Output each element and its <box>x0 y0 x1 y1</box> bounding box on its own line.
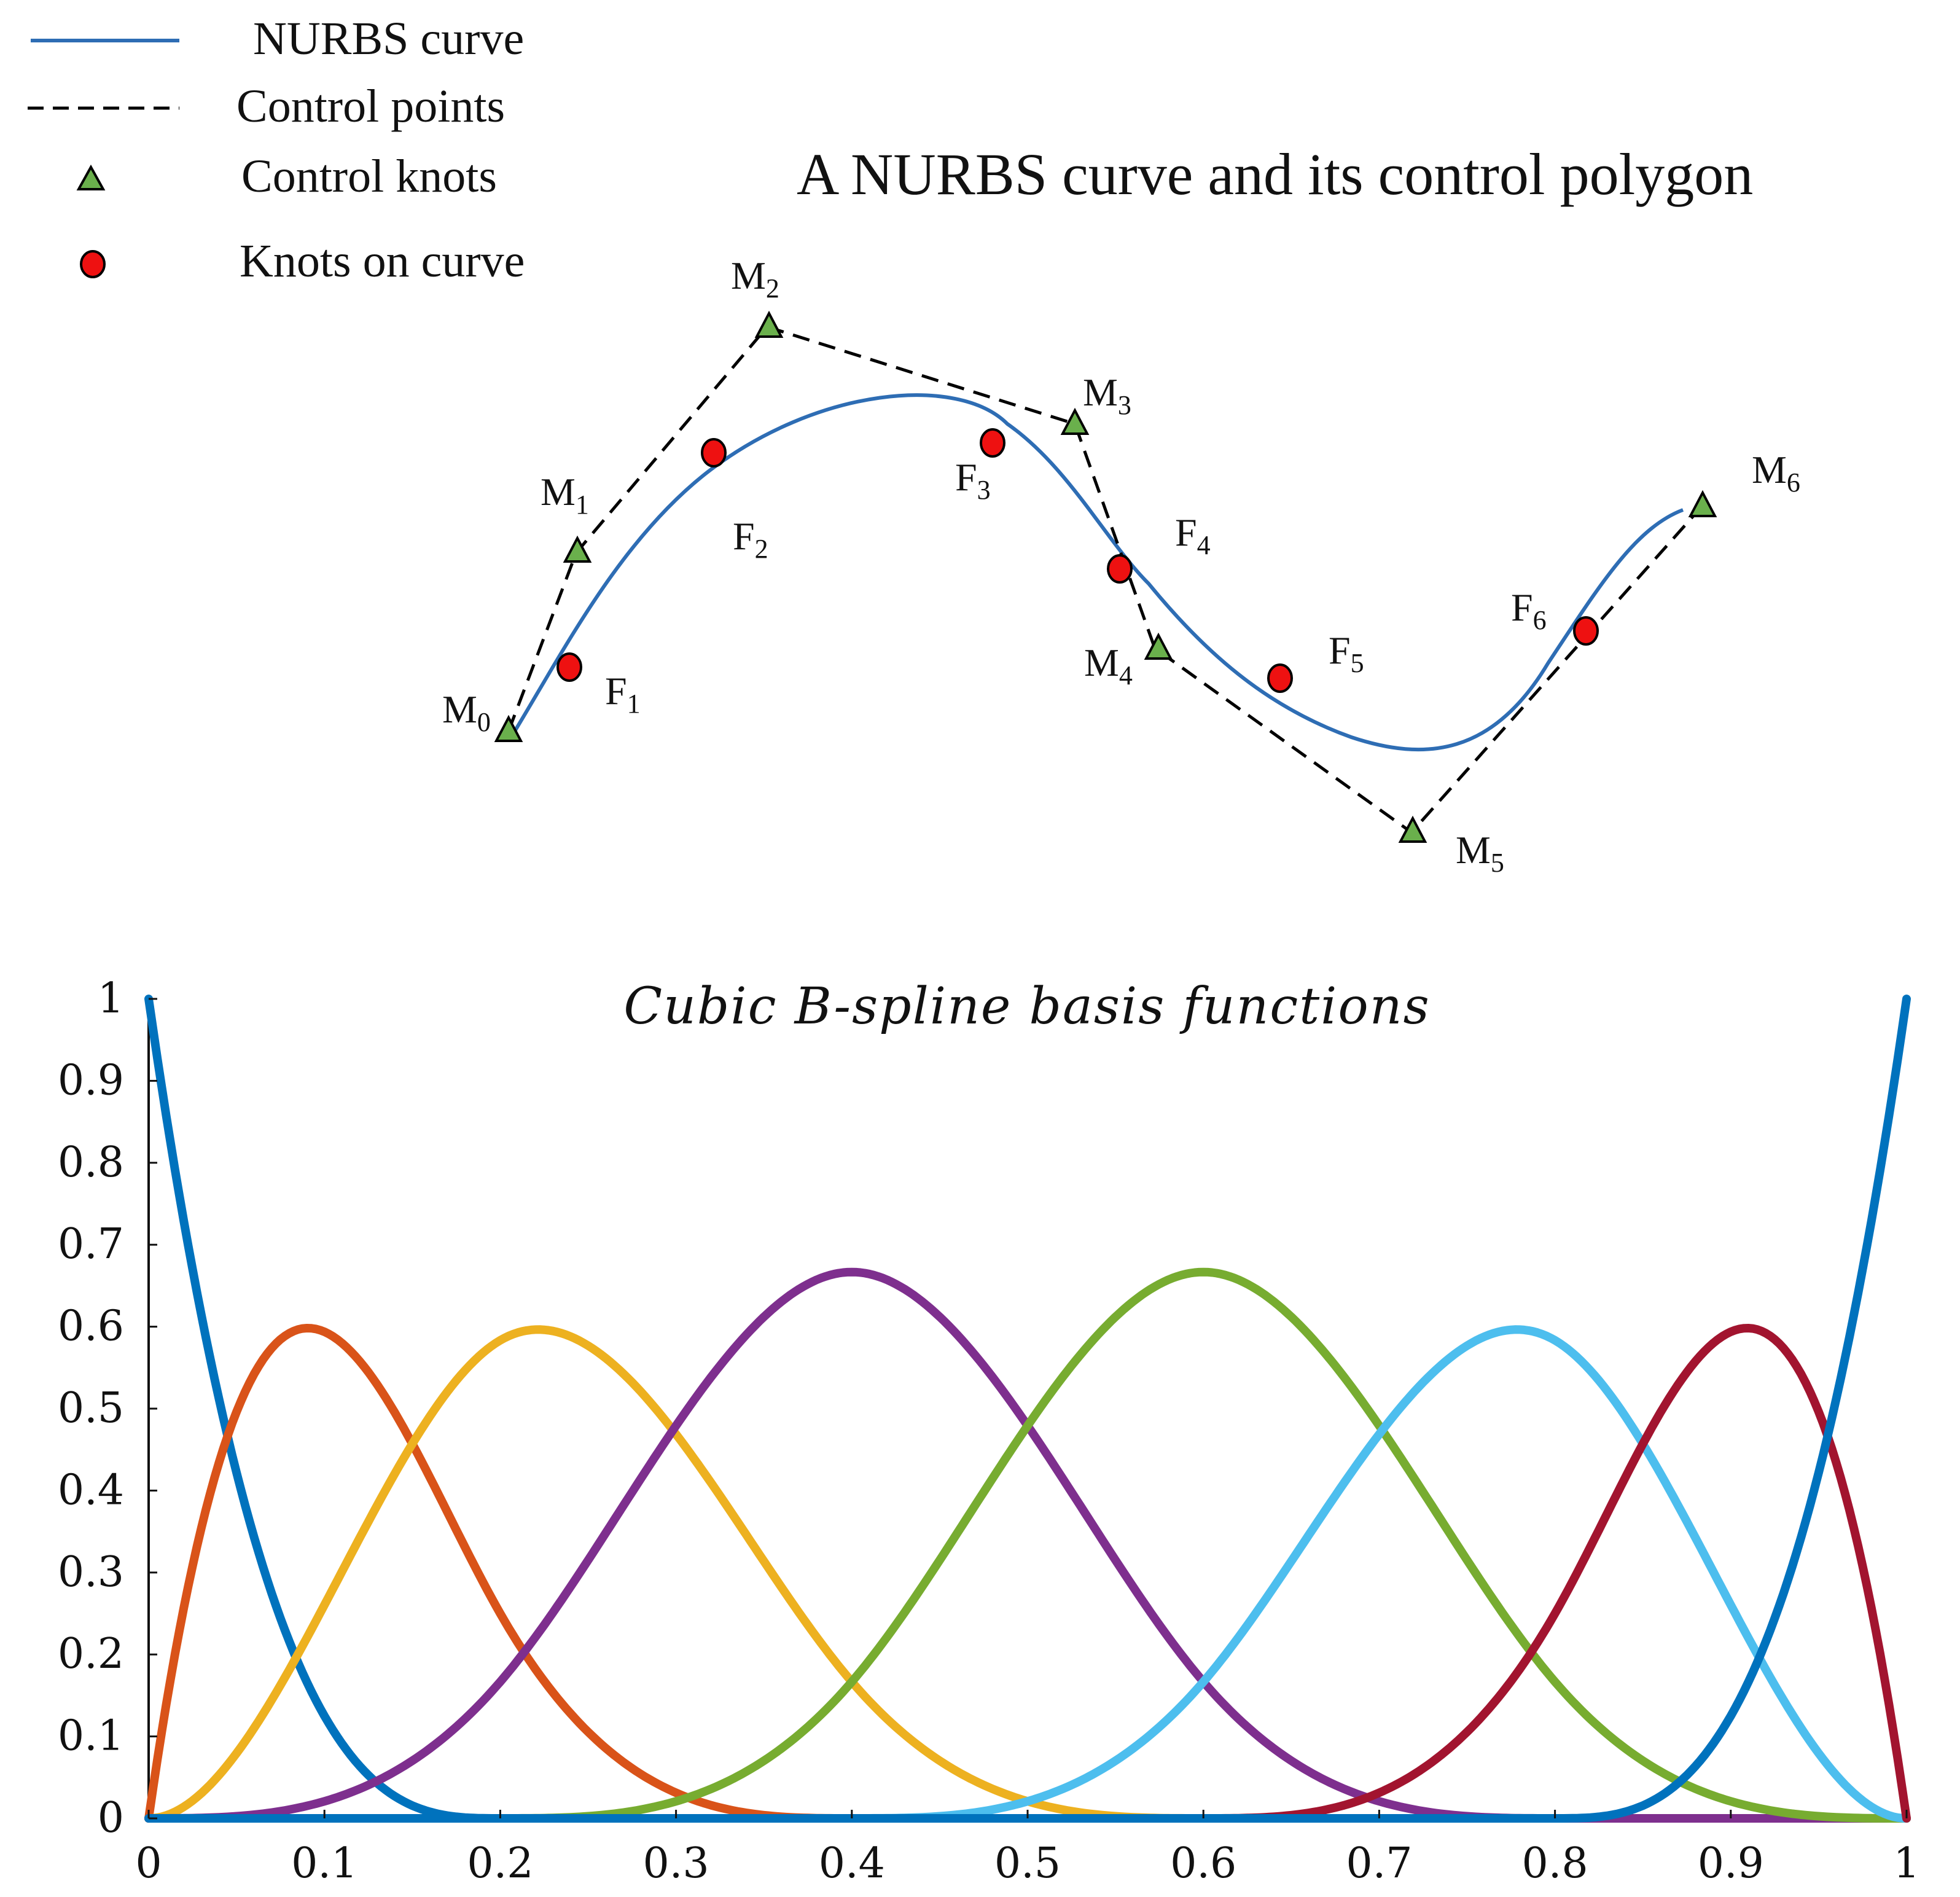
label-m0: M0 <box>442 687 491 737</box>
control-knot-m2-triangle <box>754 310 784 338</box>
label-f3-sub: 3 <box>977 475 991 505</box>
control-knot-m6-triangle <box>1688 490 1717 517</box>
label-f5-sub: 5 <box>1351 648 1364 678</box>
label-f4-name: F <box>1175 510 1197 554</box>
label-m1: M1 <box>541 470 589 520</box>
control-knot-m5-triangle <box>1398 815 1427 843</box>
knot-f1-circle <box>556 652 582 682</box>
label-f6-sub: 6 <box>1533 605 1547 635</box>
label-f4-sub: 4 <box>1197 530 1211 560</box>
control-knot-m3-triangle <box>1060 407 1090 435</box>
legend: NURBS curve Control points Control knots… <box>28 13 525 287</box>
label-m5-sub: 5 <box>1491 848 1504 878</box>
control-knot-m0-triangle <box>494 714 523 742</box>
x-tick-label: 0.6 <box>1170 1839 1236 1888</box>
label-f2-sub: 2 <box>755 534 768 564</box>
label-m4: M4 <box>1084 641 1133 690</box>
y-tick-label: 0.9 <box>58 1056 124 1105</box>
y-tick-label: 0.4 <box>58 1466 124 1514</box>
label-m0-name: M <box>442 687 477 731</box>
chart-axes <box>147 999 1907 1820</box>
label-m2: M2 <box>731 254 779 303</box>
nurbs-curve <box>512 393 1684 751</box>
label-f3: F3 <box>955 455 991 505</box>
y-tick-label: 0.8 <box>58 1138 124 1187</box>
label-f1-sub: 1 <box>627 689 641 719</box>
label-f3-name: F <box>955 455 977 499</box>
nurbs-panel-title: A NURBS curve and its control polygon <box>797 141 1753 207</box>
label-f1-name: F <box>605 669 627 713</box>
legend-label-control-knots: Control knots <box>241 151 497 202</box>
control-knot-m1-triangle <box>563 535 592 563</box>
label-m3-sub: 3 <box>1118 390 1131 420</box>
knot-f2-circle <box>701 438 727 467</box>
label-f5: F5 <box>1329 628 1364 678</box>
label-m3-name: M <box>1083 370 1118 414</box>
nurbs-panel: A NURBS curve and its control polygon M0… <box>442 141 1800 878</box>
basis-function-6-line <box>144 1324 1911 1823</box>
label-f6: F6 <box>1511 585 1547 635</box>
basis-function-3-line <box>144 1267 1911 1823</box>
label-m6-name: M <box>1752 448 1787 491</box>
x-tick-label: 0.4 <box>819 1839 885 1888</box>
basis-function-7-line <box>144 995 1911 1823</box>
label-f2: F2 <box>733 514 768 564</box>
label-f2-name: F <box>733 514 755 558</box>
knot-f3-circle <box>980 428 1005 458</box>
label-m1-name: M <box>541 470 576 514</box>
label-m6-sub: 6 <box>1787 467 1800 498</box>
knot-f6-circle <box>1573 616 1599 646</box>
y-tick-label: 0.1 <box>58 1712 124 1761</box>
knot-f5-circle <box>1267 663 1293 693</box>
label-m2-sub: 2 <box>766 273 779 303</box>
y-tick-label: 0.2 <box>58 1630 124 1678</box>
basis-function-0-line <box>144 995 1911 1823</box>
legend-triangle-icon <box>76 164 106 190</box>
legend-label-control-points: Control points <box>236 80 505 132</box>
basis-function-1-line <box>144 1324 1911 1823</box>
label-m1-sub: 1 <box>576 490 589 520</box>
y-tick-label: 0.3 <box>58 1548 124 1597</box>
legend-circle-icon <box>80 250 106 278</box>
y-tick-label: 0 <box>98 1794 124 1842</box>
label-f1: F1 <box>605 669 641 719</box>
label-f6-name: F <box>1511 585 1533 629</box>
basis-function-5-line <box>144 1325 1911 1823</box>
legend-label-knots-on-curve: Knots on curve <box>240 235 525 287</box>
label-m3: M3 <box>1083 370 1131 420</box>
x-tick-label: 0.8 <box>1522 1839 1588 1888</box>
control-knot-m4-triangle <box>1144 632 1173 660</box>
x-tick-label: 0.1 <box>291 1839 357 1888</box>
x-tick-label: 1 <box>1893 1839 1919 1888</box>
x-tick-label: 0.7 <box>1346 1839 1412 1888</box>
chart-ticks: 0 0.1 0.2 0.3 0.4 0.5 0.6 0.7 0.8 0.9 1 0 0.1 0.2 0.3 0… <box>58 974 1920 1888</box>
label-f5-name: F <box>1329 628 1351 672</box>
x-tick-label: 0.2 <box>467 1839 533 1888</box>
label-m5-name: M <box>1456 828 1491 872</box>
chart-title: Cubic B-spline basis functions <box>623 977 1430 1036</box>
label-m4-sub: 4 <box>1119 660 1133 690</box>
y-tick-label: 0.5 <box>58 1384 124 1433</box>
chart-series <box>144 995 1911 1823</box>
y-tick-label: 0.7 <box>58 1220 124 1269</box>
knot-f4-circle <box>1107 554 1133 584</box>
basis-function-4-line <box>144 1267 1911 1823</box>
y-tick-label: 1 <box>98 974 124 1023</box>
legend-label-nurbs-curve: NURBS curve <box>253 13 524 65</box>
y-tick-label: 0.6 <box>58 1302 124 1351</box>
label-m0-sub: 0 <box>477 707 491 737</box>
x-tick-label: 0.5 <box>994 1839 1061 1888</box>
x-tick-label: 0.9 <box>1698 1839 1764 1888</box>
label-m2-name: M <box>731 254 766 297</box>
label-m6: M6 <box>1752 448 1800 498</box>
x-tick-label: 0.3 <box>643 1839 709 1888</box>
label-m4-name: M <box>1084 641 1119 684</box>
label-m5: M5 <box>1456 828 1504 878</box>
basis-chart: Cubic B-spline basis functions 0 0.1 0.2 0.… <box>58 974 1920 1888</box>
basis-function-2-line <box>144 1325 1911 1823</box>
label-f4: F4 <box>1175 510 1211 560</box>
x-tick-label: 0 <box>135 1839 162 1888</box>
